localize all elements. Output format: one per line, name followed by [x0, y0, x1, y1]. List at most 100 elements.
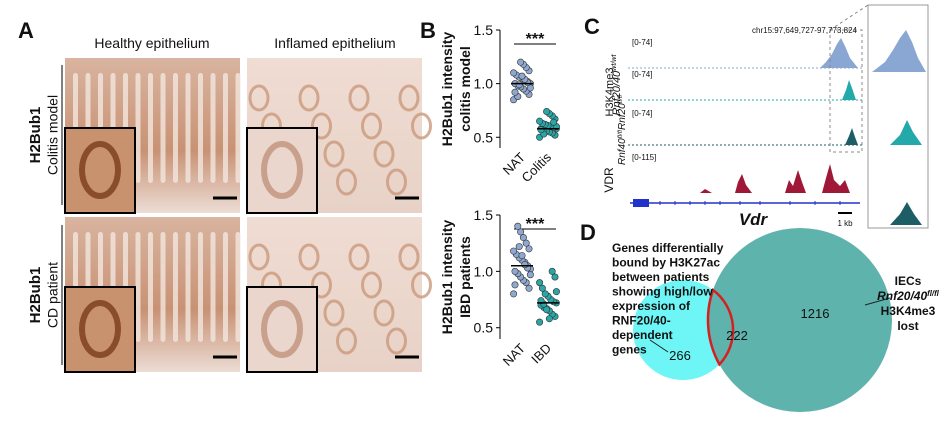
panel-label: C: [584, 14, 600, 39]
inset: [246, 286, 318, 373]
crypt: [160, 73, 166, 183]
crypt: [160, 232, 166, 342]
crypt: [248, 84, 270, 112]
set-description: bound by H3K27ac: [612, 256, 720, 270]
venn-right: [708, 228, 892, 412]
genotype-label: Rnf40fl/flRnf20fl/fl: [617, 94, 629, 165]
crypt: [210, 73, 216, 183]
data-point: [517, 58, 525, 66]
set-description: H3K4me3: [881, 304, 936, 318]
crypt: [185, 232, 191, 342]
data-point: [525, 284, 533, 292]
column-header: Inflamed epithelium: [274, 35, 395, 51]
data-point: [541, 290, 549, 298]
set-description-part: H3K4me3: [881, 304, 936, 318]
row-condition: Colitis model: [45, 95, 61, 175]
crypt: [361, 271, 382, 299]
track-range: [0-74]: [632, 70, 652, 79]
data-point: [511, 88, 519, 96]
crypt: [185, 73, 191, 183]
data-point: [514, 222, 522, 230]
set-description: IECs: [895, 274, 922, 288]
y-axis-label: H2Bub1 intensity: [439, 220, 455, 335]
crypt: [135, 73, 141, 183]
crypt: [298, 84, 320, 112]
column-header: Healthy epithelium: [94, 35, 209, 51]
genome-tracks: [628, 4, 929, 229]
data-point: [515, 243, 523, 251]
track-range: [0-115]: [632, 153, 656, 162]
panel-label: D: [580, 220, 596, 245]
crypt: [411, 112, 432, 140]
data-point: [511, 267, 519, 275]
crypt: [198, 232, 203, 342]
category-label: Colitis: [518, 149, 554, 185]
data-point: [519, 234, 527, 242]
set-description-part: Rnf20/40: [877, 289, 927, 303]
y-axis-label: H2Bub1 intensity: [439, 32, 455, 147]
track-range: [0-74]: [632, 109, 652, 118]
data-point: [525, 245, 533, 253]
inset: [64, 286, 136, 373]
data-point: [545, 315, 553, 323]
track-mark: H3K4me3: [604, 68, 616, 117]
row-marker: H2Bub1: [27, 107, 44, 164]
significance: ***: [526, 31, 545, 48]
crypt: [148, 73, 153, 183]
inset-cell: [79, 300, 121, 358]
crypt: [311, 271, 332, 299]
set-description-part: IECs: [895, 274, 922, 288]
genotype-label-part: Rnf20: [617, 103, 628, 130]
inset-cell: [261, 300, 303, 358]
data-point: [552, 288, 560, 296]
crypt: [235, 232, 241, 342]
inset-cell: [79, 141, 121, 199]
category-label: NAT: [500, 340, 528, 368]
row-condition: CD patient: [45, 262, 61, 328]
data-point: [536, 117, 544, 125]
data-point: [537, 126, 545, 134]
crypt: [298, 243, 320, 271]
crypt: [311, 112, 332, 140]
crypt: [323, 299, 345, 327]
category-label: IBD: [528, 341, 554, 367]
data-point: [526, 271, 534, 279]
crypt: [398, 243, 420, 271]
crypt: [386, 327, 407, 355]
set-description: RNF20/40-: [612, 314, 671, 328]
genotype-label-part: Rnf40: [617, 138, 628, 165]
venn-overlap-outline: [706, 287, 735, 367]
venn-diagram: [633, 228, 892, 412]
crypt: [223, 232, 228, 342]
data-point: [550, 118, 558, 126]
venn-count: 266: [669, 348, 691, 363]
crypt: [148, 232, 153, 342]
data-point: [543, 306, 551, 314]
chip-label: VDR: [602, 167, 616, 193]
y-tick-label: 0.5: [474, 320, 494, 336]
data-point: [521, 261, 529, 269]
significance: ***: [526, 216, 545, 233]
y-tick-label: 1.0: [474, 76, 494, 92]
crypt: [398, 84, 420, 112]
data-point: [536, 318, 544, 326]
data-point: [536, 279, 544, 287]
y-tick-label: 1.5: [474, 207, 494, 223]
genotype-label-part: fl/fl: [617, 94, 624, 103]
set-description: dependent: [612, 328, 673, 342]
crypt: [173, 232, 178, 342]
y-tick-label: 1.5: [474, 22, 494, 38]
gene-label: Vdr: [739, 210, 769, 229]
crypt: [386, 168, 407, 196]
data-point: [517, 228, 525, 236]
genotype-label-part: fl/fl: [617, 129, 624, 138]
set-description: Rnf20/40fl/fl: [877, 289, 940, 304]
set-description: expression of: [612, 299, 691, 313]
data-point: [543, 108, 551, 116]
data-point: [510, 69, 518, 77]
set-description-part: fl/fl: [927, 289, 940, 298]
coordinates: chr15:97,649,727-97,773,824: [752, 26, 858, 35]
y-tick-label: 1.0: [474, 263, 494, 279]
panel-label: B: [420, 18, 436, 43]
